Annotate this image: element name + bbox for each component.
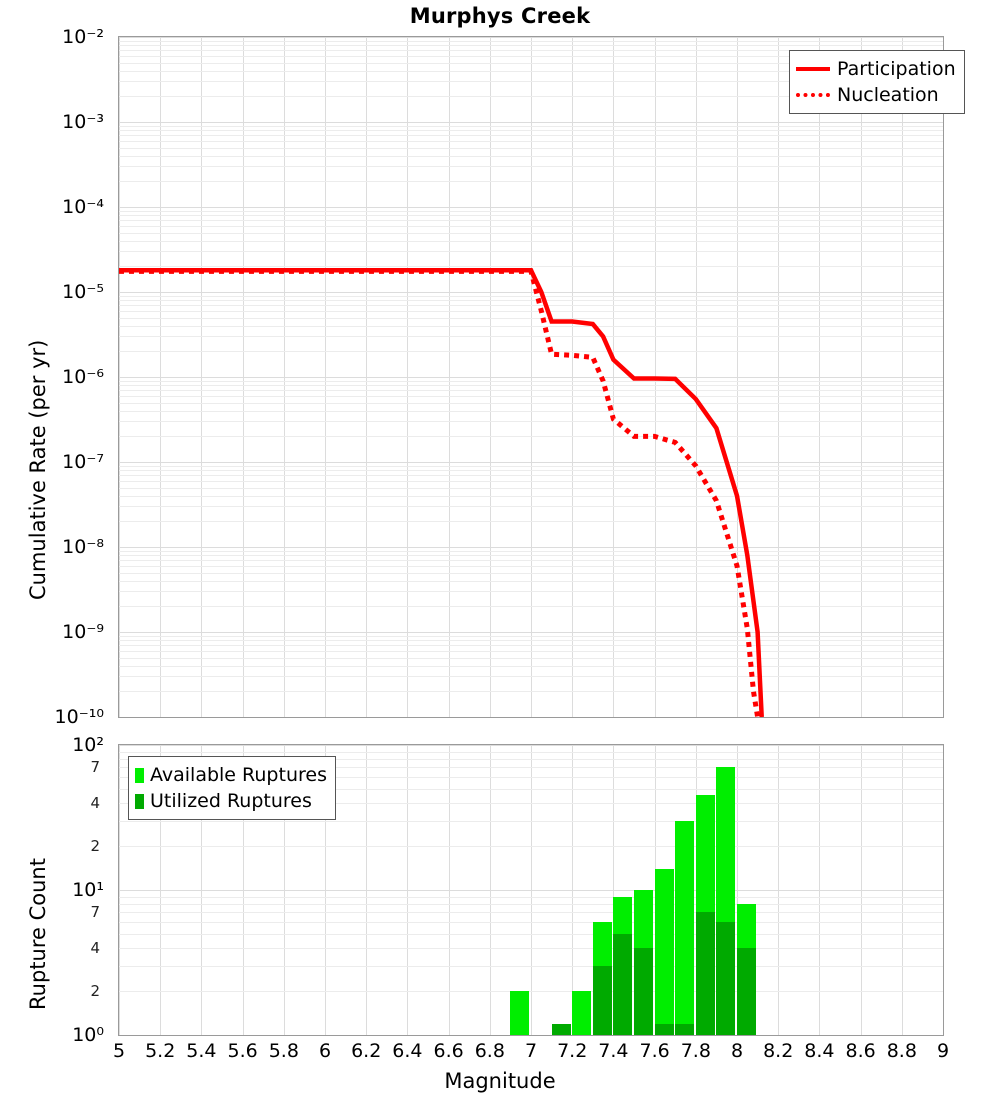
- bar-bin: [634, 745, 654, 1035]
- legend-bottom: Available Ruptures Utilized Ruptures: [128, 756, 336, 820]
- x-tick: 6.2: [351, 1040, 382, 1062]
- y-tick-top: 10⁻⁸: [62, 536, 104, 558]
- x-tick: 7.4: [598, 1040, 629, 1062]
- x-tick: 7.6: [639, 1040, 670, 1062]
- y-tick-minor-bottom: 4: [90, 793, 100, 812]
- x-tick: 8.6: [845, 1040, 876, 1062]
- y-axis-ticks-bottom: 10² 10¹ 10⁰ 7 4 2 7 4 2: [0, 734, 112, 1046]
- utilized-ruptures-bar: [634, 947, 654, 1035]
- y-tick-top: 10⁻²: [62, 26, 104, 48]
- y-tick-bottom: 10¹: [72, 879, 104, 901]
- utilized-ruptures-bar: [737, 947, 757, 1035]
- x-tick: 7.8: [680, 1040, 711, 1062]
- available-ruptures-bar: [510, 991, 530, 1035]
- x-tick: 5.8: [268, 1040, 299, 1062]
- x-tick: 5.2: [145, 1040, 176, 1062]
- y-tick-top: 10⁻⁶: [62, 366, 104, 388]
- legend-label-participation: Participation: [837, 58, 956, 80]
- x-axis-label: Magnitude: [444, 1069, 556, 1093]
- legend-item-utilized-ruptures[interactable]: Utilized Ruptures: [135, 788, 327, 814]
- y-tick-minor-bottom: 2: [90, 982, 100, 1001]
- y-axis-ticks-top: 10⁻² 10⁻³ 10⁻⁴ 10⁻⁵ 10⁻⁶ 10⁻⁷ 10⁻⁸ 10⁻⁹ 10⁻¹⁰: [0, 26, 112, 728]
- utilized-ruptures-bar: [551, 1024, 571, 1035]
- x-tick: 7: [524, 1040, 538, 1062]
- mfd-curves: [119, 268, 764, 717]
- x-tick: 8.2: [763, 1040, 794, 1062]
- bar-bin: [654, 745, 674, 1035]
- utilized-ruptures-bar: [695, 912, 715, 1035]
- x-tick: 6: [318, 1040, 332, 1062]
- x-tick: 6.6: [433, 1040, 464, 1062]
- y-tick-bottom: 10⁰: [72, 1024, 104, 1046]
- y-tick-top: 10⁻⁴: [62, 196, 104, 218]
- bar-bin: [510, 745, 530, 1035]
- x-tick: 8.8: [886, 1040, 917, 1062]
- bar-bin: [737, 745, 757, 1035]
- x-tick: 5: [112, 1040, 126, 1062]
- y-tick-top: 10⁻¹⁰: [54, 706, 104, 728]
- legend-label-utilized-ruptures: Utilized Ruptures: [150, 790, 312, 812]
- x-tick: 9: [936, 1040, 950, 1062]
- y-tick-minor-bottom: 7: [90, 903, 100, 922]
- legend-top: Participation Nucleation: [789, 50, 965, 114]
- x-tick: 7.2: [557, 1040, 588, 1062]
- utilized-ruptures-swatch-icon: [135, 793, 144, 809]
- bar-bin: [613, 745, 633, 1035]
- bar-bin: [695, 745, 715, 1035]
- x-tick: 5.6: [227, 1040, 258, 1062]
- utilized-ruptures-bar: [675, 1024, 695, 1035]
- x-tick: 8.4: [804, 1040, 835, 1062]
- available-ruptures-bar: [654, 868, 674, 1035]
- bar-bin: [716, 745, 736, 1035]
- legend-item-participation[interactable]: Participation: [796, 56, 956, 82]
- y-tick-top: 10⁻⁵: [62, 281, 104, 303]
- available-ruptures-bar: [572, 991, 592, 1035]
- utilized-ruptures-bar: [654, 1024, 674, 1035]
- y-tick-top: 10⁻³: [62, 111, 104, 133]
- y-tick-minor-bottom: 2: [90, 837, 100, 856]
- legend-label-nucleation: Nucleation: [837, 84, 939, 106]
- x-tick: 5.4: [186, 1040, 217, 1062]
- utilized-ruptures-bar: [592, 965, 612, 1035]
- utilized-ruptures-bar: [716, 922, 736, 1035]
- y-tick-minor-bottom: 4: [90, 938, 100, 957]
- y-tick-bottom: 10²: [72, 734, 104, 756]
- bar-bin: [551, 745, 571, 1035]
- x-tick: 8: [730, 1040, 744, 1062]
- y-tick-top: 10⁻⁷: [62, 451, 104, 473]
- nucleation-line-icon: [796, 93, 830, 97]
- y-tick-minor-bottom: 7: [90, 758, 100, 777]
- available-ruptures-swatch-icon: [135, 767, 144, 783]
- chart-title: Murphys Creek: [409, 4, 591, 28]
- participation-line-icon: [796, 67, 830, 71]
- bar-bin: [592, 745, 612, 1035]
- curve-participation: [119, 268, 764, 717]
- cumulative-rate-plot: [118, 36, 944, 718]
- bar-bin: [572, 745, 592, 1035]
- x-tick: 6.4: [392, 1040, 423, 1062]
- y-tick-top: 10⁻⁹: [62, 621, 104, 643]
- bar-bin: [675, 745, 695, 1035]
- available-ruptures-bar: [675, 820, 695, 1035]
- legend-item-available-ruptures[interactable]: Available Ruptures: [135, 762, 327, 788]
- curve-nucleation: [119, 268, 761, 717]
- legend-label-available-ruptures: Available Ruptures: [150, 764, 327, 786]
- x-tick: 6.8: [474, 1040, 505, 1062]
- legend-item-nucleation[interactable]: Nucleation: [796, 82, 956, 108]
- utilized-ruptures-bar: [613, 933, 633, 1035]
